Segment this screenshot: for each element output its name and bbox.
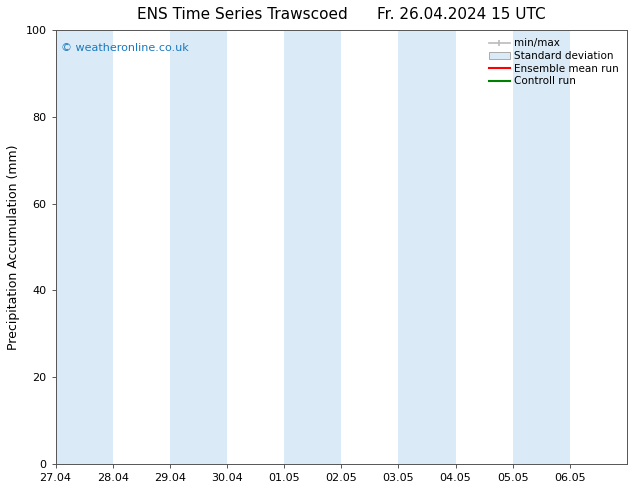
- Bar: [170, 30, 227, 464]
- Bar: [56, 30, 113, 464]
- Legend: min/max, Standard deviation, Ensemble mean run, Controll run: min/max, Standard deviation, Ensemble me…: [486, 35, 622, 89]
- Bar: [513, 30, 570, 464]
- Bar: [284, 30, 341, 464]
- Text: © weatheronline.co.uk: © weatheronline.co.uk: [61, 43, 189, 53]
- Title: ENS Time Series Trawscoed      Fr. 26.04.2024 15 UTC: ENS Time Series Trawscoed Fr. 26.04.2024…: [137, 7, 546, 22]
- Y-axis label: Precipitation Accumulation (mm): Precipitation Accumulation (mm): [7, 144, 20, 350]
- Bar: [398, 30, 456, 464]
